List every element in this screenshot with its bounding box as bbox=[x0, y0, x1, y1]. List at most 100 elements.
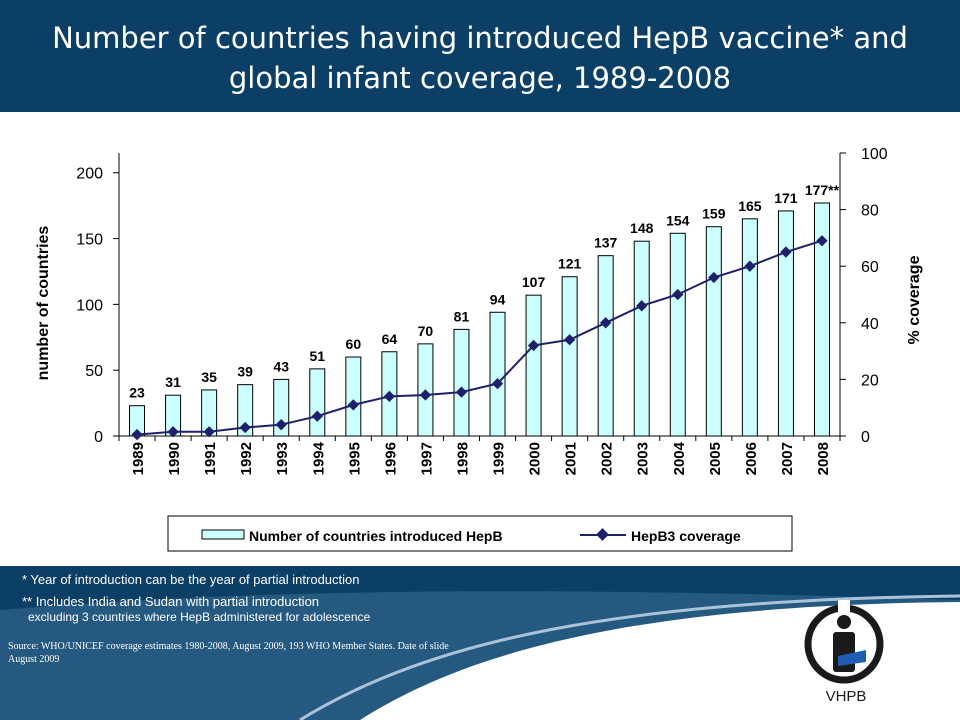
y-tick-label-left: 100 bbox=[76, 297, 103, 314]
legend-label-line: HepB3 coverage bbox=[631, 528, 741, 544]
y-tick-label-left: 150 bbox=[76, 232, 103, 249]
footer-highlight bbox=[299, 594, 960, 720]
coverage-point bbox=[708, 271, 720, 284]
coverage-point bbox=[527, 339, 540, 352]
legend: Number of countries introduced HepB HepB… bbox=[167, 515, 793, 552]
x-tick-label: 1994 bbox=[310, 441, 327, 475]
coverage-point bbox=[383, 390, 396, 403]
source-line2: August 2009 bbox=[8, 654, 60, 665]
bar bbox=[273, 378, 290, 437]
y-axis-title-right: % coverage bbox=[906, 255, 923, 344]
bar bbox=[453, 328, 470, 437]
footnote-year: * Year of introduction can be the year o… bbox=[22, 572, 360, 587]
bar bbox=[561, 276, 578, 437]
y-tick-label-right: 80 bbox=[861, 203, 879, 220]
x-tick-label: 1999 bbox=[491, 442, 508, 475]
coverage-point bbox=[816, 235, 828, 247]
coverage-point bbox=[600, 317, 612, 329]
coverage-point bbox=[744, 260, 756, 272]
bar-value-label: 148 bbox=[630, 220, 654, 236]
x-tick-label: 1990 bbox=[166, 442, 183, 475]
y-axis-title-left: number of countries bbox=[35, 226, 52, 381]
y-tick-label-right: 60 bbox=[861, 259, 879, 276]
title-banner bbox=[0, 0, 960, 112]
coverage-point bbox=[636, 300, 648, 312]
bar-value-label: 121 bbox=[558, 256, 582, 272]
legend-box bbox=[167, 515, 793, 552]
coverage-point bbox=[491, 377, 504, 390]
x-tick-label: 1997 bbox=[418, 442, 435, 475]
coverage-point bbox=[275, 419, 287, 431]
bar-value-label: 70 bbox=[418, 323, 434, 339]
bar bbox=[525, 294, 542, 437]
bar bbox=[237, 384, 254, 437]
bar-value-label: 171 bbox=[774, 190, 798, 206]
bar-value-label: 60 bbox=[346, 336, 362, 352]
bar-value-label: 107 bbox=[522, 274, 546, 290]
bar-value-label: 51 bbox=[309, 348, 325, 364]
bar-value-label: 159 bbox=[702, 206, 726, 222]
y-tick-label-right: 40 bbox=[861, 316, 879, 333]
bar bbox=[813, 202, 830, 437]
bar bbox=[777, 210, 794, 437]
coverage-point bbox=[203, 426, 215, 438]
x-tick-label: 2000 bbox=[527, 442, 544, 475]
x-tick-label: 2001 bbox=[563, 442, 580, 475]
vhpb-logo-emblem bbox=[804, 600, 884, 684]
bar-value-label: 23 bbox=[129, 385, 145, 401]
source-line1: Source: WHO/UNICEF coverage estimates 19… bbox=[8, 641, 449, 652]
bar bbox=[597, 255, 614, 437]
coverage-line bbox=[136, 239, 823, 436]
y-tick-label-left: 0 bbox=[94, 429, 103, 446]
x-tick-label: 1998 bbox=[454, 442, 471, 475]
y-tick-label-right: 20 bbox=[861, 372, 879, 389]
bar-value-label: 154 bbox=[666, 212, 690, 228]
coverage-point bbox=[672, 288, 684, 301]
footnote-adolescence: excluding 3 countries where HepB adminis… bbox=[28, 610, 371, 624]
bar-value-label: 35 bbox=[201, 369, 217, 385]
bar bbox=[489, 311, 506, 437]
coverage-point bbox=[311, 410, 323, 422]
bar bbox=[345, 356, 362, 437]
slide-title-line2: global infant coverage, 1989-2008 bbox=[228, 61, 732, 95]
y-tick-label-left: 50 bbox=[85, 363, 103, 380]
x-tick-label: 2004 bbox=[671, 441, 688, 475]
coverage-point bbox=[419, 389, 432, 401]
coverage-point bbox=[239, 421, 251, 434]
bar-value-label: 39 bbox=[237, 364, 253, 380]
x-tick-label: 1996 bbox=[382, 442, 399, 475]
y-tick-label-left: 200 bbox=[76, 166, 103, 183]
bar-value-label: 165 bbox=[738, 198, 762, 214]
bar bbox=[705, 226, 722, 437]
bar bbox=[633, 240, 650, 437]
x-tick-label: 1995 bbox=[346, 442, 363, 475]
x-tick-label: 1991 bbox=[202, 442, 219, 475]
coverage-point bbox=[455, 386, 468, 398]
bar-value-label: 81 bbox=[454, 308, 470, 324]
bar-value-label: 64 bbox=[382, 331, 398, 347]
bar-value-label: 31 bbox=[165, 374, 181, 390]
legend-label-bar: Number of countries introduced HepB bbox=[249, 528, 503, 544]
bar bbox=[309, 368, 326, 437]
y-tick-label-right: 100 bbox=[861, 146, 888, 163]
coverage-point bbox=[347, 399, 359, 411]
bar-value-label: 137 bbox=[594, 235, 618, 251]
x-tick-label: 2007 bbox=[779, 442, 796, 475]
source-note: Source: WHO/UNICEF coverage estimates 19… bbox=[8, 640, 548, 666]
x-tick-label: 2003 bbox=[635, 442, 652, 475]
vhpb-logo: VHPB bbox=[798, 600, 894, 710]
logo-text: VHPB bbox=[825, 688, 867, 705]
x-tick-label: 1992 bbox=[238, 442, 255, 475]
x-tick-label: 2006 bbox=[743, 442, 760, 475]
bar-value-label: 177** bbox=[805, 182, 840, 198]
footnote-india-sudan: ** Includes India and Sudan with partial… bbox=[22, 594, 320, 609]
coverage-point bbox=[563, 334, 576, 346]
slide-title: Number of countries having introduced He… bbox=[20, 18, 940, 98]
y-tick-label-right: 0 bbox=[861, 429, 870, 446]
bar bbox=[741, 218, 758, 437]
x-tick-label: 2008 bbox=[815, 442, 832, 475]
coverage-point bbox=[167, 426, 179, 438]
coverage-point bbox=[131, 428, 143, 441]
x-tick-label: 2005 bbox=[707, 442, 724, 475]
x-tick-label: 1989 bbox=[130, 442, 147, 475]
